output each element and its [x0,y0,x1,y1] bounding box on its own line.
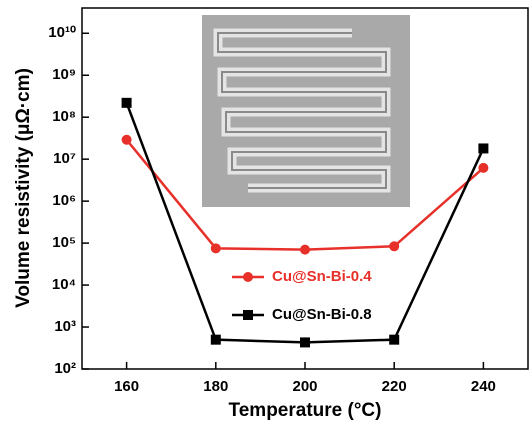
legend-marker [243,310,253,320]
legend-marker [243,272,253,282]
x-tick-label: 200 [292,378,317,395]
data-point [300,337,310,348]
x-tick-label: 180 [203,378,228,395]
data-point [121,134,132,145]
y-tick-label: 10⁶ [52,192,76,209]
y-tick-label: 10² [54,360,76,377]
x-tick-label: 220 [382,378,407,395]
y-tick-label: 10⁹ [52,66,76,83]
x-axis-title: Temperature (°C) [229,400,382,421]
y-tick-label: 10⁸ [52,108,76,125]
data-point [210,334,221,345]
legend-label: Cu@Sn-Bi-0.4 [272,268,372,285]
data-point [389,241,400,252]
y-tick-label: 10⁷ [53,150,76,167]
data-point [478,143,489,154]
y-tick-label: 10⁴ [52,276,76,293]
y-tick-label: 10³ [54,318,76,335]
x-tick-label: 240 [471,378,496,395]
inset-serpentine-gap [217,32,387,189]
x-tick-label: 160 [114,378,139,395]
data-point [478,162,489,173]
y-tick-label: 10¹⁰ [48,24,76,41]
data-point [210,243,221,254]
data-point [300,244,310,255]
y-tick-label: 10⁵ [52,234,76,251]
y-axis-title: Volume resistivity (μΩ·cm) [13,68,34,308]
legend-label: Cu@Sn-Bi-0.8 [272,306,372,323]
data-point [121,97,132,108]
inset-photo [202,15,410,207]
data-point [389,334,400,345]
